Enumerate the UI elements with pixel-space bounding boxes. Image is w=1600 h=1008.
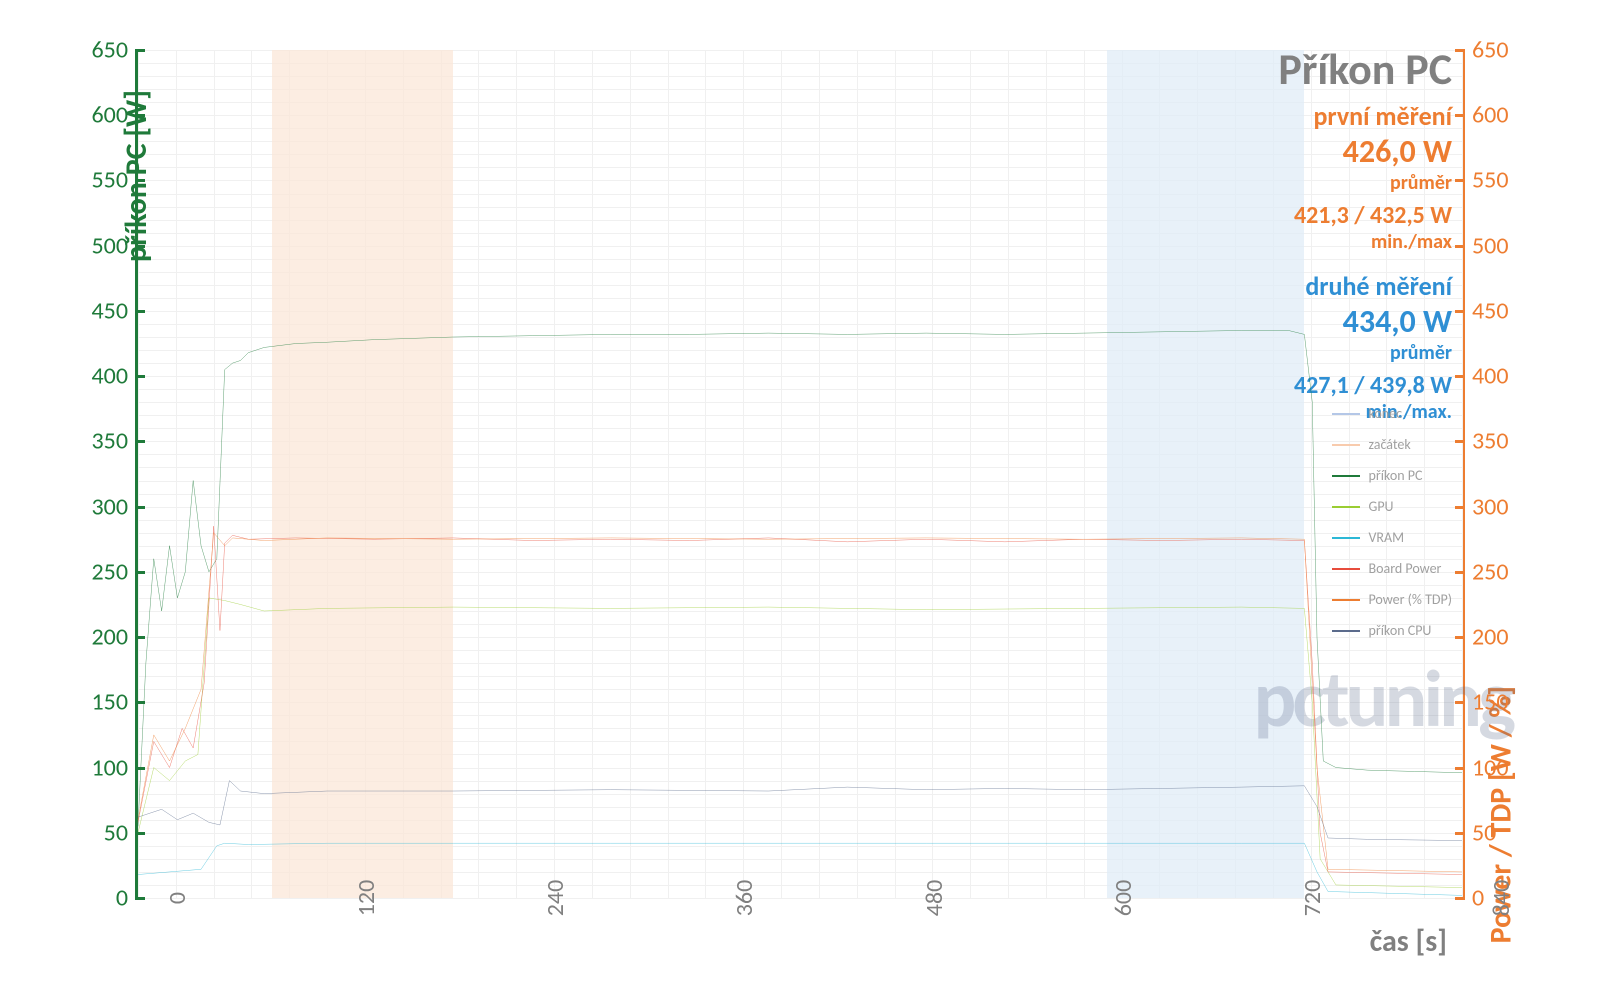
ytick-right: 350 [1462,427,1509,456]
ytick-left: 200 [92,623,139,652]
ytick-left: 350 [92,427,139,456]
xtick: 0 [138,892,192,904]
ytick-mark-left [135,506,145,509]
series-Board-Power [138,526,1462,874]
ytick-left: 50 [104,818,138,847]
ytick-left: 300 [92,492,139,521]
ytick-left: 400 [92,362,139,391]
chart-container: Příkon PC první měření 426,0 W průměr 42… [30,20,1570,978]
ytick-mark-right [1455,49,1465,52]
ytick-left: 650 [92,36,139,65]
ytick-mark-left [135,114,145,117]
ytick-mark-left [135,310,145,313]
ytick-mark-right [1455,179,1465,182]
xtick: 480 [895,880,949,917]
ytick-right: 100 [1462,753,1509,782]
xtick: 720 [1273,880,1327,917]
ytick-right: 650 [1462,36,1509,65]
ytick-right: 150 [1462,688,1509,717]
ytick-right: 50 [1462,818,1496,847]
ytick-mark-right [1455,832,1465,835]
ytick-mark-right [1455,767,1465,770]
ytick-right: 600 [1462,101,1509,130]
ytick-mark-right [1455,701,1465,704]
ytick-left: 450 [92,296,139,325]
xtick: 840 [1462,880,1516,917]
ytick-mark-right [1455,636,1465,639]
ytick-right: 250 [1462,557,1509,586]
series-příkon-PC [138,330,1462,826]
ytick-right: 200 [1462,623,1509,652]
ytick-right: 400 [1462,362,1509,391]
ytick-mark-left [135,832,145,835]
ytick-left: 150 [92,688,139,717]
series-příkon-CPU [138,781,1462,841]
x-axis-label: čas [s] [1370,923,1447,960]
ytick-left: 100 [92,753,139,782]
series-Power-(%-TDP) [138,533,1462,872]
ytick-mark-right [1455,440,1465,443]
ytick-mark-right [1455,506,1465,509]
ytick-right: 300 [1462,492,1509,521]
xtick: 120 [327,880,381,917]
plot-area: Příkon PC první měření 426,0 W průměr 42… [135,50,1465,898]
ytick-mark-right [1455,571,1465,574]
ytick-left: 500 [92,231,139,260]
ytick-mark-left [135,440,145,443]
ytick-mark-right [1455,114,1465,117]
ytick-left: 550 [92,166,139,195]
series-GPU [138,598,1462,888]
ytick-right: 450 [1462,296,1509,325]
ytick-mark-left [135,636,145,639]
ytick-mark-left [135,375,145,378]
xtick: 240 [516,880,570,917]
ytick-mark-right [1455,310,1465,313]
ytick-mark-left [135,245,145,248]
ytick-right: 500 [1462,231,1509,260]
chart-svg [138,50,1462,898]
ytick-right: 550 [1462,166,1509,195]
xtick: 360 [705,880,759,917]
ytick-mark-right [1455,375,1465,378]
ytick-mark-left [135,701,145,704]
ytick-mark-left [135,571,145,574]
xtick: 600 [1084,880,1138,917]
ytick-left: 600 [92,101,139,130]
ytick-mark-left [135,179,145,182]
ytick-mark-right [1455,245,1465,248]
ytick-left: 250 [92,557,139,586]
ytick-mark-left [135,49,145,52]
ytick-mark-left [135,767,145,770]
